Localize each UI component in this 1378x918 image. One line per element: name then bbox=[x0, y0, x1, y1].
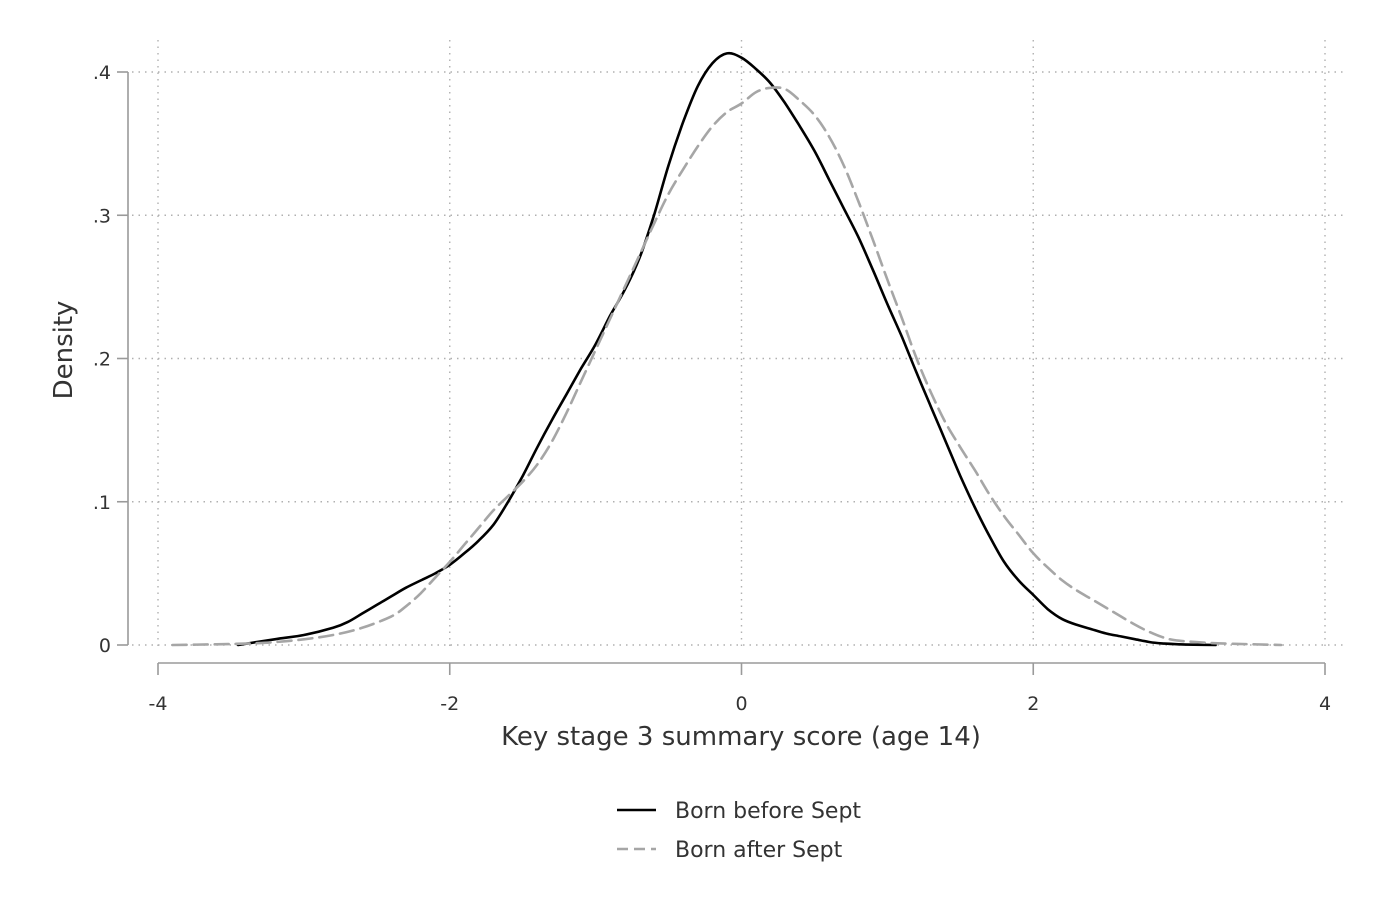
y-axis-title: Density bbox=[49, 301, 79, 400]
series bbox=[171, 51, 1283, 647]
x-tick-label: 2 bbox=[1027, 693, 1039, 715]
legend: Born before Sept Born after Sept bbox=[617, 799, 861, 863]
ticks: -4 -2 0 2 4 0 .1 .2 .3 .4 bbox=[93, 62, 1331, 715]
x-tick-label: -2 bbox=[440, 693, 459, 715]
legend-label-born-after-sept: Born after Sept bbox=[675, 838, 843, 863]
series-line-born-before-sept bbox=[236, 51, 1217, 647]
x-axis-title: Key stage 3 summary score (age 14) bbox=[501, 722, 981, 752]
legend-label-born-before-sept: Born before Sept bbox=[675, 799, 861, 824]
series-line-born-after-sept bbox=[171, 86, 1283, 647]
x-tick-label: 4 bbox=[1319, 693, 1331, 715]
x-tick-label: -4 bbox=[149, 693, 168, 715]
y-tick-label: .4 bbox=[93, 62, 111, 84]
axes bbox=[127, 72, 1325, 664]
y-tick-label: .1 bbox=[93, 492, 111, 514]
x-tick-label: 0 bbox=[735, 693, 747, 715]
y-tick-label: .3 bbox=[93, 205, 111, 227]
y-tick-label: .2 bbox=[93, 349, 111, 371]
y-tick-label: 0 bbox=[99, 635, 111, 657]
grid bbox=[132, 40, 1345, 650]
